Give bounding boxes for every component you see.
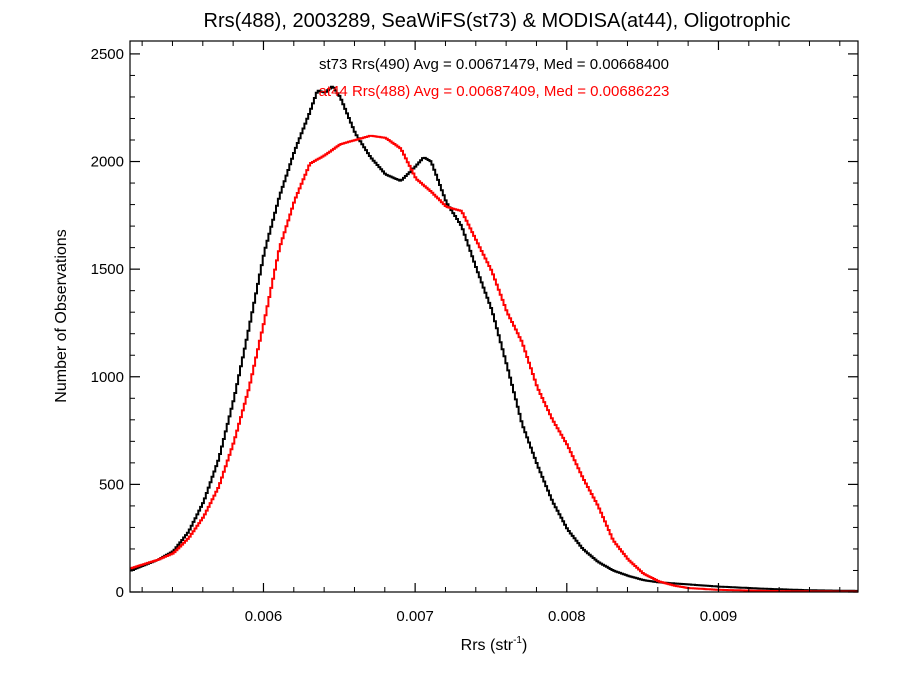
x-axis-label-sup: -1: [513, 635, 522, 646]
x-axis-label-main: Rrs (str: [461, 637, 514, 654]
y-tick-label: 500: [99, 476, 124, 493]
series-layer: [130, 85, 858, 593]
x-tick-label: 0.008: [548, 608, 586, 625]
series-line-1: [130, 134, 858, 593]
plot-frame: [129, 40, 859, 593]
annotation-st73: st73 Rrs(490) Avg = 0.00671479, Med = 0.…: [319, 56, 669, 73]
x-tick-label: 0.007: [396, 608, 434, 625]
annotation-at44: at44 Rrs(488) Avg = 0.00687409, Med = 0.…: [319, 83, 670, 100]
y-tick-label: 0: [116, 584, 124, 601]
x-axis-label-end: ): [522, 637, 527, 654]
chart-title: Rrs(488), 2003289, SeaWiFS(st73) & MODIS…: [204, 10, 791, 32]
y-axis-label: Number of Observations: [53, 229, 70, 402]
x-tick-label: 0.006: [245, 608, 283, 625]
x-axis-label: Rrs (str-1): [461, 635, 528, 654]
x-tick-label: 0.009: [700, 608, 738, 625]
y-tick-label: 2500: [91, 46, 124, 63]
series-line-0: [130, 85, 858, 592]
y-tick-label: 1500: [91, 261, 124, 278]
ticks-layer: 0.006 0.007 0.008 0.009 0 500 1000 1500 2000 2500: [91, 41, 858, 625]
y-tick-label: 2000: [91, 154, 124, 171]
y-tick-label: 1000: [91, 369, 124, 386]
